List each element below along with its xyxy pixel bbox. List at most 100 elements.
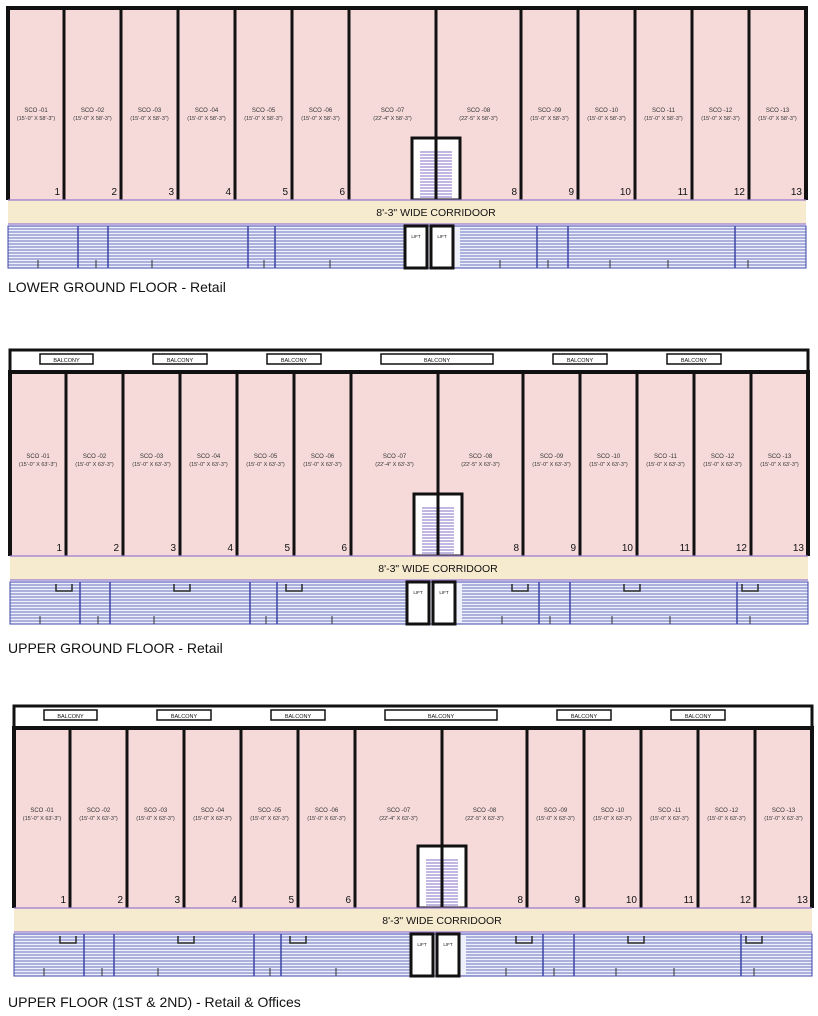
- bench-symbol: [177, 936, 195, 944]
- lift-label: LIFT: [437, 234, 447, 239]
- shop-unit-name: SCO -10: [601, 808, 625, 814]
- lift-label: LIFT: [417, 942, 427, 947]
- shop-number: 11: [684, 895, 695, 906]
- balcony-label: BALCONY: [53, 358, 80, 364]
- shop-unit: [749, 8, 806, 200]
- shop-unit: [10, 372, 66, 556]
- shop-unit: [64, 8, 121, 200]
- shop-unit-size: (15'-0" X 63'-3"): [75, 462, 114, 468]
- shop-number: 1: [60, 895, 66, 906]
- shop-unit-name: SCO -03: [144, 808, 168, 814]
- lift-label: LIFT: [413, 590, 423, 595]
- shop-unit-name: SCO -08: [469, 454, 493, 460]
- shop-unit-name: SCO -13: [766, 108, 790, 114]
- shop-unit: [180, 372, 237, 556]
- balcony-label: BALCONY: [681, 358, 708, 364]
- shop-unit-size: (22'-5" X 63'-3"): [461, 462, 500, 468]
- floor-caption-upper-ground: UPPER GROUND FLOOR - Retail: [8, 640, 223, 656]
- shop-unit-name: SCO -13: [772, 808, 796, 814]
- bench-symbol: [289, 936, 307, 944]
- shop-number: 3: [168, 187, 174, 198]
- shop-unit-name: SCO -01: [24, 108, 48, 114]
- shop-number: 5: [282, 187, 288, 198]
- bench-symbol: [741, 584, 759, 592]
- shop-unit: [66, 372, 123, 556]
- shop-unit-name: SCO -02: [87, 808, 111, 814]
- shop-unit-size: (15'-0" X 63'-3"): [193, 816, 232, 822]
- shop-unit-name: SCO -03: [140, 454, 164, 460]
- shop-number: 9: [574, 895, 580, 906]
- balcony-rail: [266, 353, 322, 365]
- shop-unit-name: SCO -06: [315, 808, 339, 814]
- shop-unit-size: (15'-0" X 63'-3"): [19, 462, 58, 468]
- shop-unit-name: SCO -12: [715, 808, 739, 814]
- shop-unit: [70, 728, 127, 908]
- shop-unit-name: SCO -07: [381, 108, 405, 114]
- shop-unit: [751, 372, 808, 556]
- shop-number: 9: [568, 187, 574, 198]
- shop-number: 13: [791, 187, 803, 198]
- shop-unit: [635, 8, 692, 200]
- shop-unit-name: SCO -02: [81, 108, 105, 114]
- shop-number: 2: [117, 895, 123, 906]
- shop-unit-size: (15'-0" X 63'-3"): [532, 462, 571, 468]
- shop-unit-size: (15'-0" X 63'-3"): [307, 816, 346, 822]
- shop-number: 12: [734, 187, 746, 198]
- balcony-rail: [270, 709, 326, 721]
- shop-unit-size: (15'-0" X 63'-3"): [707, 816, 746, 822]
- shop-number: 4: [231, 895, 237, 906]
- shop-unit-size: (22'-4" X 58'-3"): [373, 116, 412, 122]
- shop-number: 5: [288, 895, 294, 906]
- shop-unit-size: (15'-0" X 63'-3"): [23, 816, 62, 822]
- shop-unit-name: SCO -06: [311, 454, 335, 460]
- bench-symbol: [627, 936, 645, 944]
- shop-unit-size: (15'-0" X 63'-3"): [536, 816, 575, 822]
- shop-number: 12: [740, 895, 752, 906]
- floor-caption-lower-ground: LOWER GROUND FLOOR - Retail: [8, 279, 226, 295]
- shop-unit: [692, 8, 749, 200]
- shop-unit-size: (22'-5" X 58'-3"): [459, 116, 498, 122]
- floor-plan-lower-ground: SCO -01 (15'-0" X 58'-3") 1 SCO -02 (15'-0" …: [0, 0, 818, 276]
- shop-unit-name: SCO -06: [309, 108, 333, 114]
- shop-unit-size: (15'-0" X 58'-3"): [301, 116, 340, 122]
- shop-number: 4: [227, 543, 233, 554]
- shop-unit: [584, 728, 641, 908]
- shop-unit-name: SCO -04: [197, 454, 221, 460]
- shop-number: 6: [345, 895, 351, 906]
- lift-label: LIFT: [439, 590, 449, 595]
- balcony-label: BALCONY: [567, 358, 594, 364]
- shop-unit-size: (15'-0" X 63'-3"): [246, 462, 285, 468]
- shop-unit-size: (15'-0" X 58'-3"): [701, 116, 740, 122]
- shop-unit-size: (15'-0" X 63'-3"): [250, 816, 289, 822]
- balcony-label: BALCONY: [285, 714, 312, 720]
- shop-unit: [178, 8, 235, 200]
- shop-unit: [8, 8, 64, 200]
- shop-unit-size: (22'-4" X 63'-3"): [379, 816, 418, 822]
- floor-plan-upper-ground: BALCONY BALCONY BALCONY BALCONY BALCONY BALCO…: [0, 342, 818, 658]
- shop-number: 1: [56, 543, 62, 554]
- balcony-rail: [670, 709, 726, 721]
- balcony-rail: [39, 353, 94, 365]
- shop-number: 6: [341, 543, 347, 554]
- shop-unit-name: SCO -11: [652, 108, 676, 114]
- balcony-rail: [43, 709, 98, 721]
- shop-unit-name: SCO -10: [597, 454, 621, 460]
- shop-unit-name: SCO -13: [768, 454, 792, 460]
- balcony-rail: [666, 353, 722, 365]
- shop-unit: [184, 728, 241, 908]
- shop-number: 3: [170, 543, 176, 554]
- shop-unit: [578, 8, 635, 200]
- bench-symbol: [59, 936, 77, 944]
- shop-unit-name: SCO -11: [658, 808, 682, 814]
- bench-symbol: [745, 936, 763, 944]
- bench-symbol: [511, 584, 529, 592]
- shop-unit-size: (15'-0" X 63'-3"): [764, 816, 803, 822]
- shop-unit-name: SCO -05: [254, 454, 278, 460]
- shop-unit: [521, 8, 578, 200]
- balcony-rail: [152, 353, 208, 365]
- floor-plan-svg: SCO -01 (15'-0" X 58'-3") 1 SCO -02 (15'-0" …: [6, 6, 808, 270]
- corridor-label: 8'-3" WIDE CORRIDOOR: [382, 915, 502, 927]
- lift-shaft: [431, 580, 457, 626]
- shop-unit: [580, 372, 637, 556]
- shop-unit-name: SCO -01: [26, 454, 50, 460]
